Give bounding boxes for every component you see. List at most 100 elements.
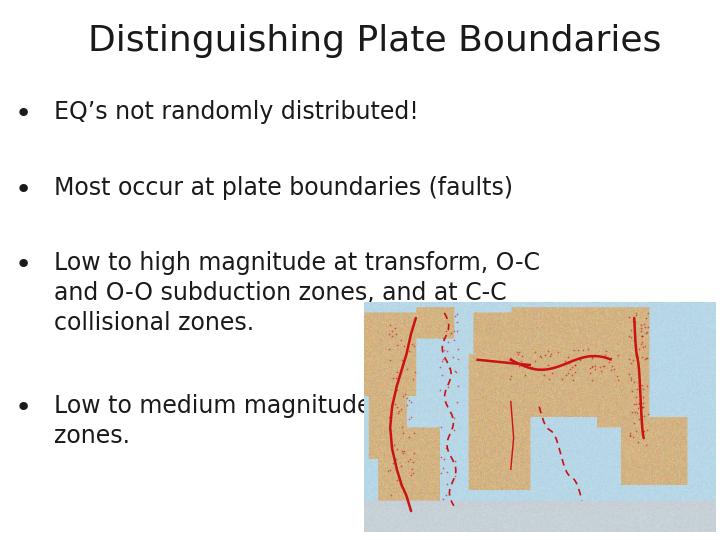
Point (441, 468, 453, 477)
Point (557, 374, 568, 383)
Point (608, 365, 620, 374)
Point (635, 321, 647, 329)
Point (636, 381, 647, 389)
Point (442, 338, 454, 346)
Point (605, 366, 616, 375)
Point (629, 419, 640, 428)
Point (447, 352, 459, 361)
Point (399, 446, 410, 455)
Point (516, 356, 527, 365)
Point (562, 369, 574, 377)
Point (566, 371, 577, 380)
Point (448, 426, 459, 434)
Point (438, 346, 450, 355)
Point (642, 308, 653, 317)
Point (575, 355, 586, 364)
Point (633, 398, 644, 407)
Point (516, 352, 528, 360)
Point (452, 354, 464, 363)
Point (395, 462, 406, 470)
Point (612, 350, 624, 359)
Point (635, 324, 647, 333)
Point (513, 348, 525, 357)
Point (639, 323, 650, 332)
Point (505, 372, 516, 381)
Point (391, 475, 402, 484)
Point (504, 374, 516, 383)
Point (530, 356, 541, 365)
Point (559, 356, 571, 365)
Point (632, 438, 644, 447)
Point (605, 353, 616, 362)
Point (612, 375, 624, 384)
Point (409, 368, 420, 376)
Point (434, 386, 446, 394)
Point (632, 352, 644, 361)
Point (546, 369, 557, 377)
Point (391, 402, 402, 411)
Point (403, 433, 415, 441)
Point (542, 347, 554, 356)
Point (387, 459, 399, 468)
Point (513, 362, 525, 370)
Point (408, 448, 420, 457)
Point (382, 467, 394, 476)
Point (408, 428, 420, 437)
Point (570, 361, 581, 369)
Point (603, 357, 614, 366)
Point (637, 384, 649, 393)
Point (438, 354, 449, 363)
Point (638, 427, 649, 435)
Point (438, 455, 450, 463)
Point (641, 353, 652, 362)
Point (590, 362, 601, 370)
Point (402, 394, 413, 403)
Point (400, 390, 411, 399)
Point (582, 345, 593, 354)
Point (384, 345, 395, 354)
Point (569, 346, 580, 355)
Point (575, 354, 586, 363)
Point (625, 428, 636, 437)
Point (636, 402, 647, 411)
Point (636, 332, 647, 340)
Point (633, 382, 644, 390)
Point (445, 328, 456, 337)
Point (452, 345, 464, 354)
Point (626, 373, 637, 382)
Point (408, 469, 419, 478)
Point (636, 352, 647, 361)
Point (637, 434, 649, 442)
Point (641, 426, 652, 434)
Point (436, 356, 448, 365)
Point (405, 397, 417, 406)
Point (512, 348, 523, 357)
Point (559, 360, 571, 368)
Point (441, 491, 452, 500)
Point (631, 384, 643, 393)
Point (629, 377, 640, 386)
Point (636, 402, 647, 411)
Point (391, 368, 402, 376)
Point (545, 349, 557, 358)
Point (385, 491, 397, 500)
Point (402, 457, 414, 465)
Text: •: • (14, 394, 32, 422)
Point (587, 375, 598, 384)
Point (629, 318, 641, 327)
Point (436, 371, 448, 380)
Point (631, 350, 643, 359)
Point (403, 396, 415, 405)
Point (539, 350, 551, 359)
Point (560, 371, 572, 380)
Point (438, 494, 449, 503)
Point (442, 382, 454, 391)
Point (632, 403, 644, 412)
Point (635, 340, 647, 348)
Point (628, 433, 639, 441)
Point (637, 398, 649, 407)
Point (402, 494, 413, 503)
Point (384, 321, 396, 329)
Point (639, 342, 650, 350)
Point (626, 408, 638, 416)
